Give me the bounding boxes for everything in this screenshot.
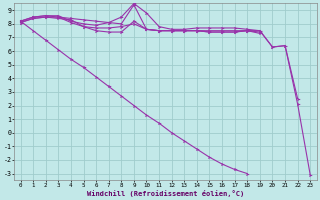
X-axis label: Windchill (Refroidissement éolien,°C): Windchill (Refroidissement éolien,°C)	[87, 190, 244, 197]
